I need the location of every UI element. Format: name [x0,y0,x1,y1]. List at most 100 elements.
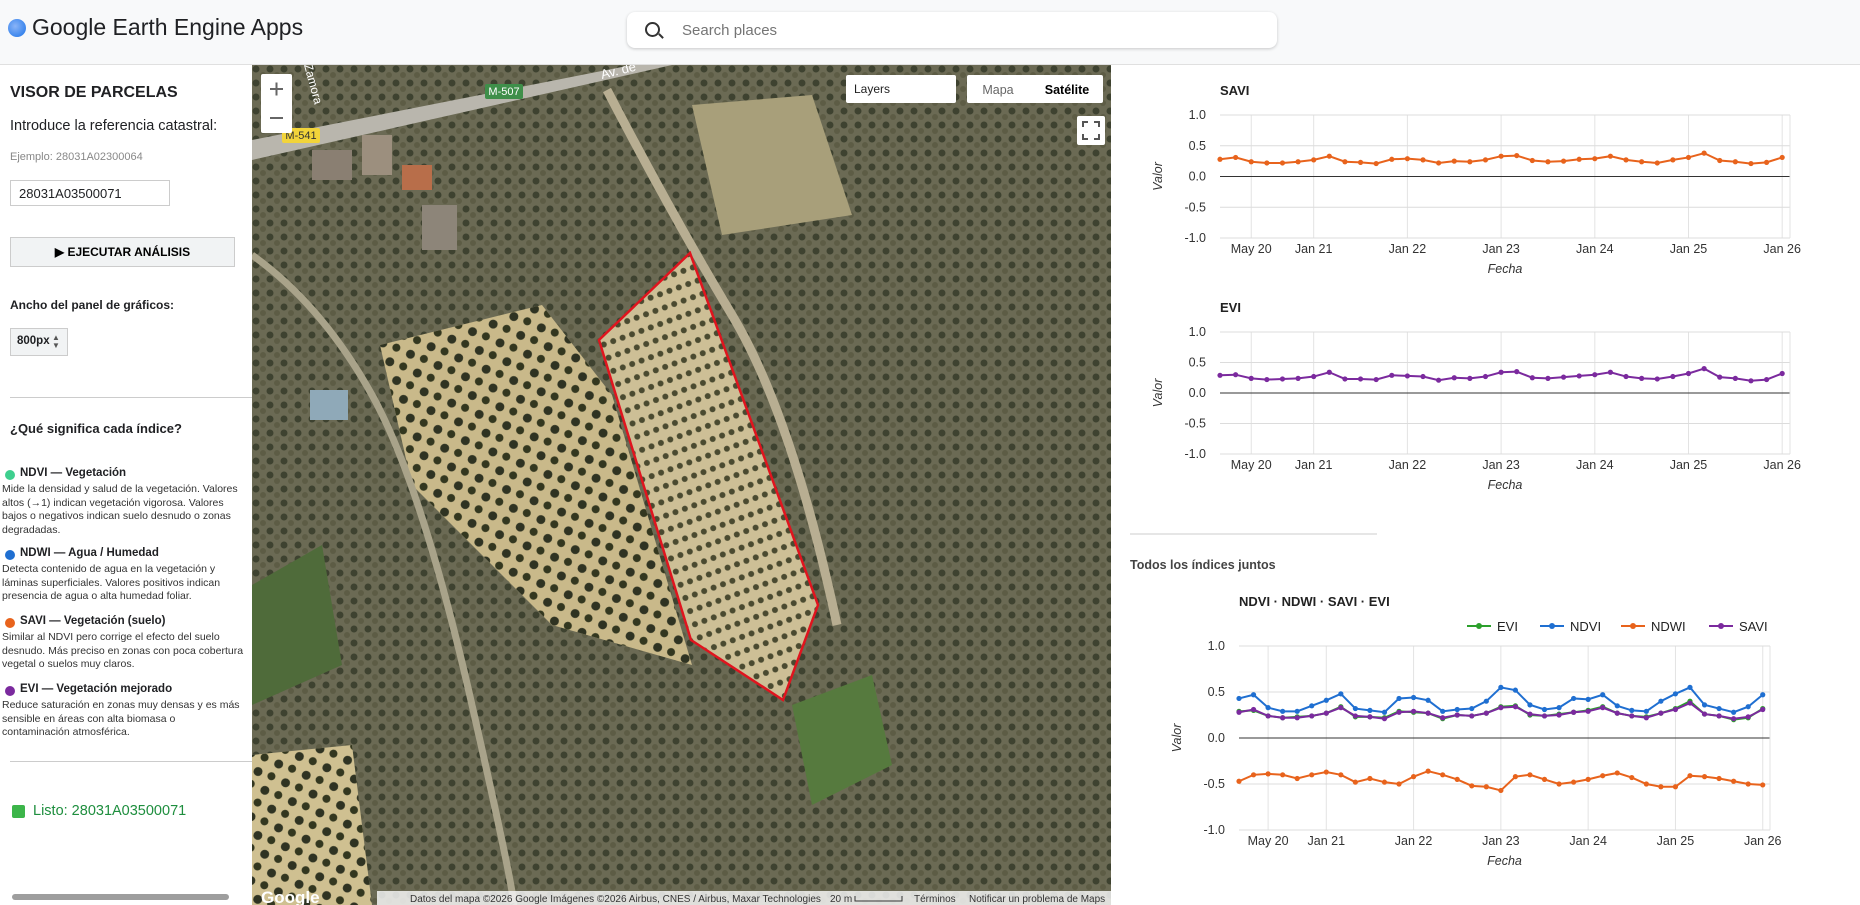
scrollbar[interactable] [12,894,229,900]
data-point [1482,157,1489,163]
data-point [1716,775,1722,782]
data-point [1396,781,1402,787]
savi-dot [5,618,15,628]
data-point [1614,710,1620,716]
data-point [1585,708,1591,714]
cadastral-input[interactable]: 28031A03500071 [10,180,170,206]
y-tick-label: 0.0 [1189,170,1206,184]
data-point [1404,156,1410,162]
data-point [1701,711,1708,717]
legend-label: NDWI [1651,619,1686,634]
data-point [1309,772,1315,778]
data-point [1250,772,1257,778]
data-point [1541,713,1548,719]
data-point [1236,709,1242,715]
data-point [1701,702,1708,708]
data-point [1732,375,1738,381]
data-point [1483,710,1489,716]
data-point [1440,772,1446,778]
data-point [1280,708,1286,714]
chart-title: EVI [1220,300,1241,315]
data-point [1514,152,1520,159]
data-point [1556,712,1562,718]
layers-label: Layers [854,82,890,96]
data-point [1643,715,1649,721]
search-box[interactable]: Search places [627,12,1277,48]
layers-button[interactable] [846,75,956,103]
data-point [1512,704,1519,710]
y-axis-label: Valor [1151,378,1165,408]
y-tick-label: 0.5 [1208,685,1225,699]
data-point [1685,154,1692,161]
y-tick-label: -0.5 [1203,777,1225,791]
data-point [1779,370,1785,377]
y-tick-label: 0.0 [1208,731,1225,745]
data-point [1357,159,1364,165]
data-point [1512,774,1519,780]
data-point [1670,157,1676,163]
report-link[interactable]: Notificar un problema de Maps [969,894,1105,905]
data-point [1560,158,1567,164]
data-point [1265,771,1271,777]
data-point [1760,692,1766,698]
data-point [1614,770,1620,776]
x-tick-label: Jan 24 [1569,834,1607,848]
y-tick-label: -1.0 [1184,231,1206,245]
y-tick-label: -0.5 [1184,200,1206,214]
data-point [1367,707,1373,714]
green-field [252,545,342,705]
x-tick-label: Jan 26 [1744,834,1782,848]
run-button-label: ▶ EJECUTAR ANÁLISIS [54,245,191,259]
data-point [1717,374,1723,380]
fullscreen-button[interactable] [1077,116,1105,145]
terms-link[interactable]: Términos [914,894,956,905]
map-type-option[interactable]: Satélite [1045,83,1090,97]
index-description: Mide la densidad y salud de la vegetació… [2,483,238,536]
app-title: Google Earth Engine Apps [32,14,304,40]
data-point [1373,160,1379,167]
map-type-control[interactable] [967,75,1103,103]
scale-bar [854,896,903,902]
index-name: SAVI — Vegetación (suelo) [20,615,166,627]
panel-title: VISOR DE PARCELAS [10,84,178,101]
input-value: 28031A03500071 [19,186,122,201]
data-point [1576,373,1582,379]
data-point [1629,713,1635,719]
x-tick-label: Jan 23 [1482,242,1520,256]
data-point [1717,157,1723,164]
data-point [1342,376,1348,382]
data-point [1629,774,1635,781]
data-point [1483,784,1489,790]
divider [10,397,252,398]
parcel-outline [597,250,820,702]
data-point [1658,784,1664,790]
map[interactable]: M-507 M-541 Av. de Zamora Layers Mapa Sa… [252,65,1111,905]
data-point [1425,768,1431,774]
y-axis-label: Valor [1170,723,1184,753]
x-tick-label: Jan 22 [1389,458,1427,472]
data-point [1748,160,1754,167]
run-button[interactable]: ▶ EJECUTAR ANÁLISIS [10,237,235,267]
data-point [1410,694,1417,701]
data-point [1760,782,1766,788]
zoom-control[interactable] [261,74,292,133]
data-point [1425,697,1431,703]
data-point [1498,684,1504,691]
search-placeholder: Search places [682,22,778,39]
attribution-bar [377,891,1111,905]
data-point [1217,156,1223,162]
green-field [792,675,892,805]
width-select[interactable]: 800px ▲ ▼ [10,328,68,356]
index-description: Similar al NDVI pero corrige el efecto d… [2,631,244,670]
data-point [1731,778,1737,784]
data-point [1716,705,1722,712]
x-axis-label: Fecha [1488,478,1523,492]
data-point [1731,716,1737,722]
map-type-option[interactable]: Mapa [982,83,1013,97]
y-tick-label: -0.5 [1184,417,1206,431]
data-point [1556,781,1562,787]
x-tick-label: Jan 22 [1389,242,1427,256]
scale-label: 20 m [830,894,852,905]
divider [10,761,252,762]
